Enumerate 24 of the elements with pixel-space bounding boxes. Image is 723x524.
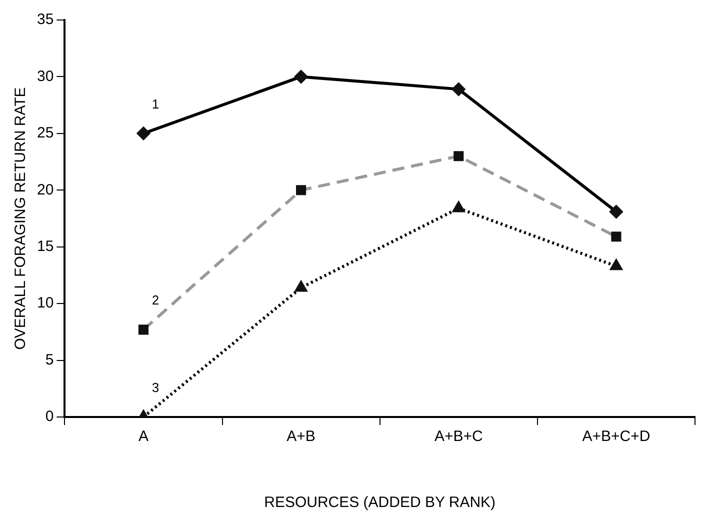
y-axis-title: OVERALL FORAGING RETURN RATE	[12, 87, 30, 350]
point	[295, 281, 307, 292]
x-tick-label: A+B	[286, 428, 316, 446]
point	[610, 260, 622, 270]
series-label: 1	[152, 96, 160, 112]
point	[452, 82, 466, 96]
x-tick-label: A+B+C+D	[582, 428, 650, 446]
x-tick-label: A	[138, 428, 148, 446]
y-tick-label: 5	[45, 351, 54, 368]
y-tick-label: 25	[36, 124, 54, 142]
y-tick-label: 20	[36, 181, 54, 198]
y-tick-label: 0	[45, 408, 54, 426]
series-label: 3	[152, 380, 160, 396]
point	[136, 126, 150, 140]
y-tick-label: 30	[36, 68, 54, 85]
point	[452, 202, 464, 212]
series-label: 2	[152, 292, 160, 308]
point	[610, 205, 623, 218]
y-tick-label: 35	[36, 11, 54, 28]
x-axis-title: RESOURCES (ADDED BY RANK)	[264, 494, 496, 512]
x-tick-label: A+B+C	[434, 428, 483, 446]
point	[294, 70, 308, 84]
y-tick-label: 15	[36, 238, 54, 255]
y-tick-label: 10	[36, 294, 54, 312]
